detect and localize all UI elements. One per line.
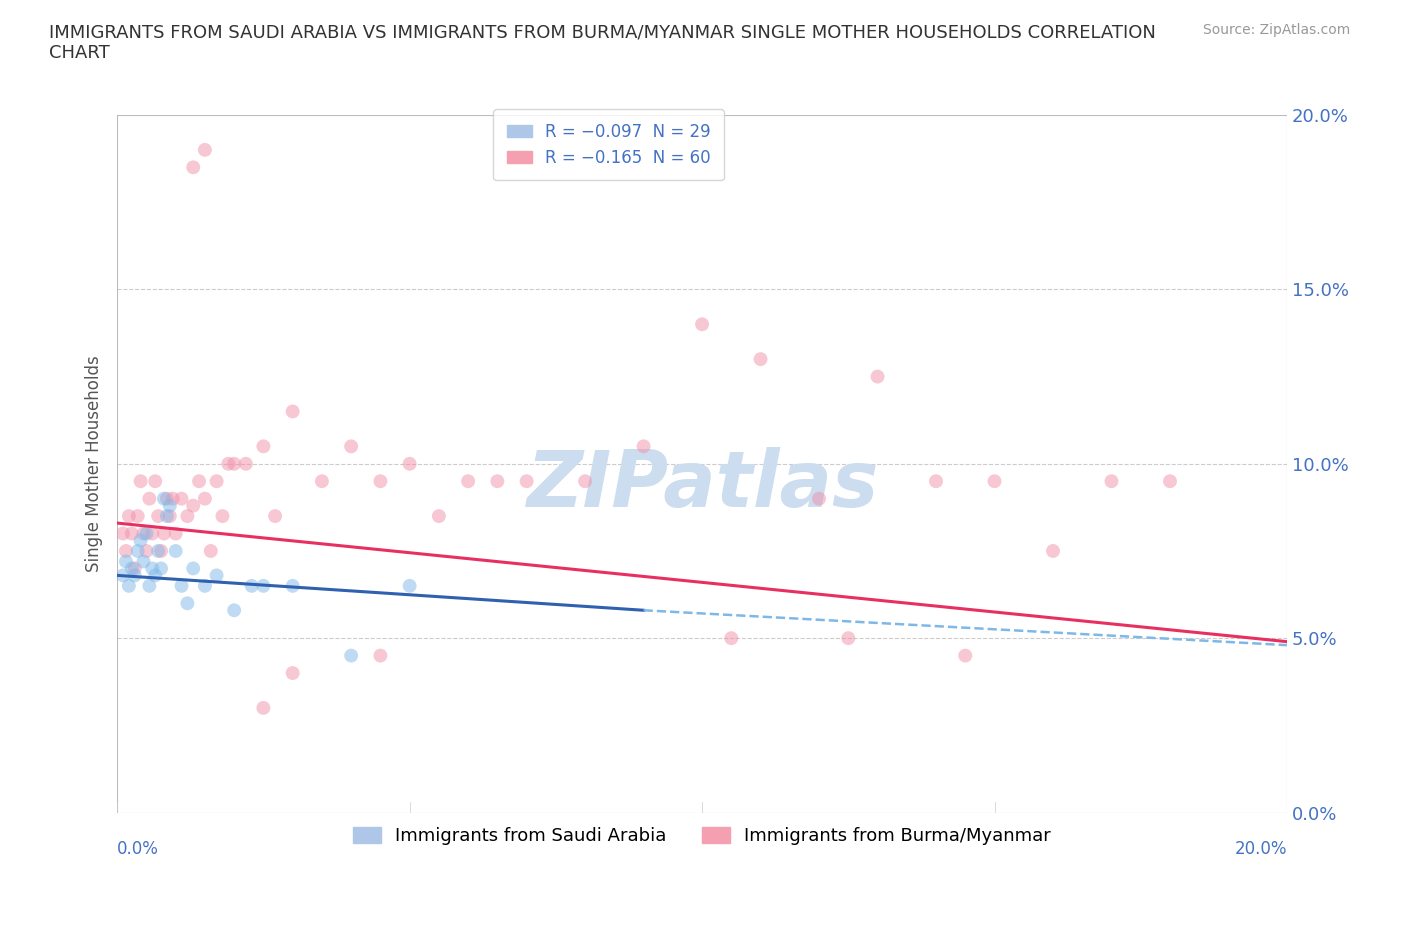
- Point: [150, 543, 173, 558]
- Point: [252, 578, 274, 593]
- Point: [121, 526, 143, 541]
- Y-axis label: Single Mother Households: Single Mother Households: [86, 355, 103, 572]
- Point: [170, 491, 193, 506]
- Point: [118, 578, 141, 593]
- Point: [516, 473, 538, 488]
- Point: [340, 648, 363, 663]
- Point: [1042, 543, 1064, 558]
- Point: [112, 568, 135, 583]
- Text: IMMIGRANTS FROM SAUDI ARABIA VS IMMIGRANTS FROM BURMA/MYANMAR SINGLE MOTHER HOUS: IMMIGRANTS FROM SAUDI ARABIA VS IMMIGRAN…: [49, 23, 1156, 62]
- Point: [153, 491, 176, 506]
- Point: [121, 561, 143, 576]
- Point: [146, 543, 169, 558]
- Point: [162, 491, 184, 506]
- Point: [281, 666, 304, 681]
- Point: [181, 498, 204, 513]
- Text: Source: ZipAtlas.com: Source: ZipAtlas.com: [1202, 23, 1350, 37]
- Point: [264, 509, 287, 524]
- Point: [181, 160, 204, 175]
- Point: [127, 543, 149, 558]
- Point: [132, 554, 155, 569]
- Point: [115, 554, 138, 569]
- Point: [143, 473, 166, 488]
- Point: [925, 473, 948, 488]
- Point: [749, 352, 772, 366]
- Point: [457, 473, 479, 488]
- Point: [211, 509, 233, 524]
- Point: [150, 561, 173, 576]
- Point: [165, 526, 187, 541]
- Point: [1101, 473, 1123, 488]
- Point: [281, 404, 304, 418]
- Point: [141, 561, 163, 576]
- Point: [156, 491, 179, 506]
- Point: [252, 439, 274, 454]
- Point: [141, 526, 163, 541]
- Point: [159, 509, 181, 524]
- Point: [188, 473, 211, 488]
- Point: [135, 526, 157, 541]
- Point: [370, 648, 392, 663]
- Legend: Immigrants from Saudi Arabia, Immigrants from Burma/Myanmar: Immigrants from Saudi Arabia, Immigrants…: [346, 819, 1057, 853]
- Point: [129, 533, 152, 548]
- Text: 0.0%: 0.0%: [117, 841, 159, 858]
- Point: [955, 648, 977, 663]
- Point: [427, 509, 450, 524]
- Point: [633, 439, 655, 454]
- Point: [194, 491, 217, 506]
- Point: [112, 526, 135, 541]
- Point: [240, 578, 263, 593]
- Point: [165, 543, 187, 558]
- Point: [1159, 473, 1181, 488]
- Point: [159, 498, 181, 513]
- Point: [205, 568, 228, 583]
- Point: [866, 369, 889, 384]
- Point: [224, 457, 246, 472]
- Point: [146, 509, 169, 524]
- Point: [181, 561, 204, 576]
- Point: [983, 473, 1005, 488]
- Point: [129, 473, 152, 488]
- Point: [170, 578, 193, 593]
- Point: [156, 509, 179, 524]
- Point: [124, 568, 146, 583]
- Point: [153, 526, 176, 541]
- Point: [176, 596, 198, 611]
- Point: [690, 317, 713, 332]
- Point: [217, 457, 239, 472]
- Point: [205, 473, 228, 488]
- Point: [143, 568, 166, 583]
- Point: [224, 603, 246, 618]
- Point: [720, 631, 742, 645]
- Point: [574, 473, 596, 488]
- Point: [837, 631, 859, 645]
- Point: [808, 491, 831, 506]
- Point: [200, 543, 222, 558]
- Point: [127, 509, 149, 524]
- Point: [311, 473, 333, 488]
- Point: [132, 526, 155, 541]
- Point: [252, 700, 274, 715]
- Point: [194, 578, 217, 593]
- Text: ZIPatlas: ZIPatlas: [526, 446, 879, 523]
- Point: [138, 578, 160, 593]
- Point: [281, 578, 304, 593]
- Point: [486, 473, 509, 488]
- Point: [118, 509, 141, 524]
- Point: [138, 491, 160, 506]
- Point: [398, 457, 420, 472]
- Point: [115, 543, 138, 558]
- Text: 20.0%: 20.0%: [1234, 841, 1286, 858]
- Point: [176, 509, 198, 524]
- Point: [235, 457, 257, 472]
- Point: [194, 142, 217, 157]
- Point: [370, 473, 392, 488]
- Point: [340, 439, 363, 454]
- Point: [124, 561, 146, 576]
- Point: [135, 543, 157, 558]
- Point: [398, 578, 420, 593]
